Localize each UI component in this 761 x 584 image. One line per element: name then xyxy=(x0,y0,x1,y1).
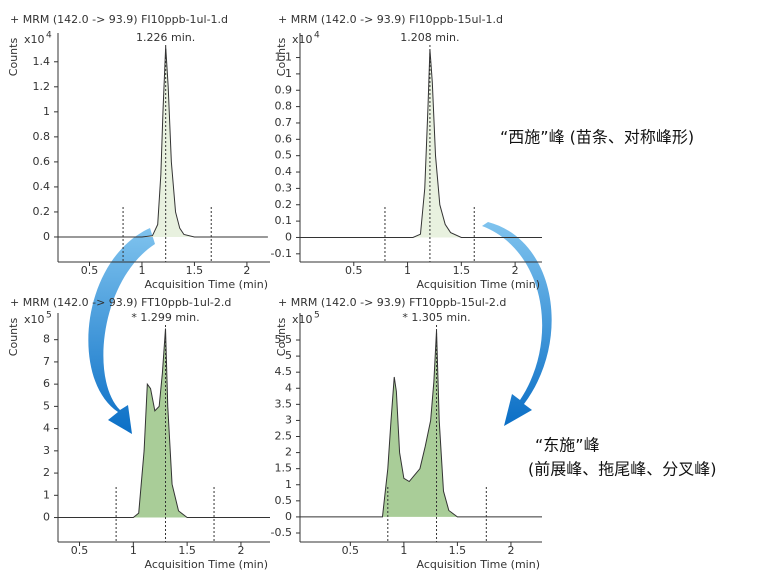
y-tick-label: 0 xyxy=(285,230,292,243)
y-tick-label: 0.4 xyxy=(275,165,293,178)
peak-label: * 1.299 min. xyxy=(131,311,199,324)
y-tick-label: 0.7 xyxy=(275,116,293,129)
y-tick-label: -0.5 xyxy=(271,526,292,539)
y-tick-label: 8 xyxy=(43,333,50,346)
y-multiplier: x10 xyxy=(24,313,45,326)
y-tick-label: 4 xyxy=(43,422,50,435)
x-tick-label: 1.5 xyxy=(178,544,196,557)
y-tick-label: 1 xyxy=(285,478,292,491)
y-tick-label: 0.9 xyxy=(275,83,293,96)
y-tick-label: 1 xyxy=(43,105,50,118)
y-tick-label: 0.6 xyxy=(275,132,293,145)
y-tick-label: 3.5 xyxy=(275,397,293,410)
x-tick-label: 1.5 xyxy=(186,264,204,277)
peak-area xyxy=(58,46,268,237)
y-tick-label: 4.5 xyxy=(275,365,293,378)
x-axis-label: Acquisition Time (min) xyxy=(145,278,269,291)
y-multiplier: x10 xyxy=(24,33,45,46)
y-multiplier: x10 xyxy=(292,313,313,326)
peak-area xyxy=(58,328,270,518)
trace-line xyxy=(300,330,542,518)
x-tick-label: 2 xyxy=(237,544,244,557)
y-tick-label: 0.5 xyxy=(275,149,293,162)
y-tick-label: 0.8 xyxy=(275,100,293,113)
peak-label: 1.226 min. xyxy=(136,31,195,44)
arrow xyxy=(88,228,155,434)
chart-title: + MRM (142.0 -> 93.9) FT10ppb-15ul-2.d xyxy=(278,296,506,309)
y-tick-label: 2 xyxy=(43,466,50,479)
y-axis-label: Counts xyxy=(7,318,20,357)
y-tick-label: 0 xyxy=(43,511,50,524)
y-axis-label: Counts xyxy=(275,318,288,357)
y-exponent: 4 xyxy=(46,31,52,41)
trace-line xyxy=(58,328,270,519)
y-axis-label: Counts xyxy=(7,38,20,77)
x-tick-label: 0.5 xyxy=(345,264,363,277)
x-tick-label: 1 xyxy=(138,264,145,277)
y-tick-label: -0.1 xyxy=(271,247,292,260)
x-axis-label: Acquisition Time (min) xyxy=(417,558,541,571)
peak-label: 1.208 min. xyxy=(400,31,459,44)
y-tick-label: 5 xyxy=(43,399,50,412)
y-tick-label: 0.4 xyxy=(33,180,51,193)
y-tick-label: 0.3 xyxy=(275,181,293,194)
x-axis-label: Acquisition Time (min) xyxy=(417,278,541,291)
y-multiplier: x10 xyxy=(292,33,313,46)
y-tick-label: 1.2 xyxy=(33,80,51,93)
y-tick-label: 0.5 xyxy=(275,494,293,507)
x-tick-label: 2 xyxy=(243,264,250,277)
chart-title: + MRM (142.0 -> 93.9) FT10ppb-1ul-2.d xyxy=(10,296,231,309)
annotation: “西施”峰 (苗条、对称峰形) xyxy=(500,128,694,147)
trace-line xyxy=(58,46,268,238)
x-tick-label: 1.5 xyxy=(453,264,471,277)
y-tick-label: 1 xyxy=(43,488,50,501)
x-axis-label: Acquisition Time (min) xyxy=(145,558,269,571)
x-tick-label: 1 xyxy=(130,544,137,557)
y-exponent: 5 xyxy=(314,311,320,321)
x-tick-label: 1.5 xyxy=(449,544,467,557)
y-tick-label: 2 xyxy=(285,446,292,459)
y-tick-label: 6 xyxy=(43,377,50,390)
y-tick-label: 0.1 xyxy=(275,214,293,227)
trace-line xyxy=(300,49,542,238)
chart-title: + MRM (142.0 -> 93.9) FI10ppb-1ul-1.d xyxy=(10,13,228,26)
y-tick-label: 1.4 xyxy=(33,55,51,68)
y-tick-label: 5.5 xyxy=(275,333,293,346)
x-tick-label: 0.5 xyxy=(81,264,99,277)
x-tick-label: 2 xyxy=(507,544,514,557)
peak-area xyxy=(300,330,542,517)
y-tick-label: 0 xyxy=(43,230,50,243)
x-tick-label: 1 xyxy=(400,544,407,557)
y-tick-label: 1 xyxy=(285,67,292,80)
y-tick-label: 0.2 xyxy=(275,198,293,211)
x-tick-label: 0.5 xyxy=(71,544,89,557)
y-exponent: 5 xyxy=(46,311,52,321)
chart-title: + MRM (142.0 -> 93.9) FI10ppb-15ul-1.d xyxy=(278,13,503,26)
annotation: “东施”峰 xyxy=(535,436,600,455)
peak-label: * 1.305 min. xyxy=(402,311,470,324)
y-tick-label: 0 xyxy=(285,510,292,523)
y-tick-label: 1.5 xyxy=(275,462,293,475)
x-tick-label: 2 xyxy=(512,264,519,277)
annotation: (前展峰、拖尾峰、分叉峰) xyxy=(528,460,717,479)
y-exponent: 4 xyxy=(314,31,320,41)
x-tick-label: 0.5 xyxy=(342,544,360,557)
y-tick-label: 2.5 xyxy=(275,430,293,443)
arrow xyxy=(482,222,552,426)
y-axis-label: Counts xyxy=(275,38,288,77)
y-tick-label: 5 xyxy=(285,349,292,362)
y-tick-label: 0.2 xyxy=(33,205,51,218)
y-tick-label: 0.8 xyxy=(33,130,51,143)
y-tick-label: 1.1 xyxy=(275,51,293,64)
y-tick-label: 3 xyxy=(43,444,50,457)
x-tick-label: 1 xyxy=(404,264,411,277)
y-tick-label: 4 xyxy=(285,381,292,394)
y-tick-label: 7 xyxy=(43,355,50,368)
y-tick-label: 0.6 xyxy=(33,155,51,168)
y-tick-label: 3 xyxy=(285,413,292,426)
